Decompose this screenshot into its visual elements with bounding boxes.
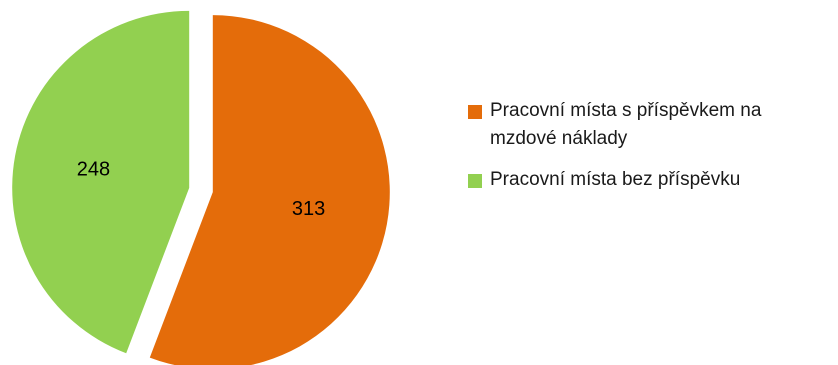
legend-item-with-subsidy: Pracovní místa s příspěvkem na mzdové ná…	[468, 97, 833, 153]
legend-label-without-subsidy: Pracovní místa bez příspěvku	[490, 169, 741, 190]
pie-data-labels: 313 248	[77, 158, 325, 220]
data-label-without-subsidy: 248	[77, 158, 110, 180]
pie-slice-without-subsidy	[12, 10, 190, 354]
legend-swatch-green	[468, 174, 482, 188]
legend-swatch-orange	[468, 105, 482, 119]
legend-item-without-subsidy: Pracovní místa bez příspěvku	[468, 166, 833, 194]
legend: Pracovní místa s příspěvkem na mzdové ná…	[468, 97, 833, 194]
data-label-with-subsidy: 313	[292, 198, 325, 220]
legend-label-with-subsidy: Pracovní místa s příspěvkem na mzdové ná…	[490, 100, 762, 149]
pie-slices	[12, 10, 390, 365]
pie-slice-with-subsidy	[149, 15, 390, 365]
